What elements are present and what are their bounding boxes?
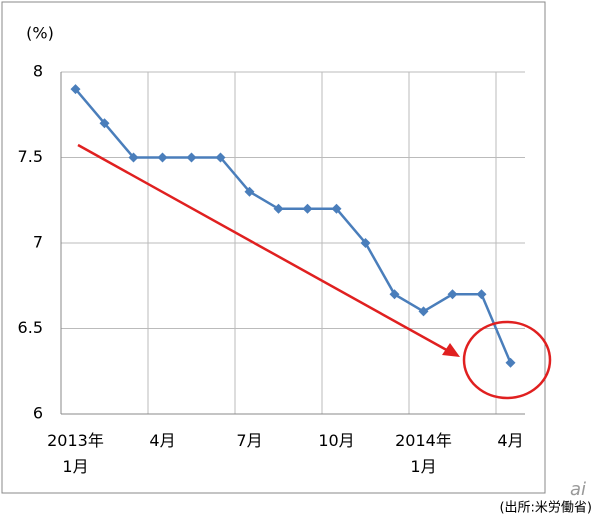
data-point — [331, 203, 342, 214]
x-tick-label: 4月 — [149, 431, 176, 450]
x-tick-label: 4月 — [497, 431, 524, 450]
data-point — [505, 357, 516, 368]
plot: 6 6.5 7 7.5 8 — [18, 62, 525, 423]
data-point — [99, 118, 110, 129]
source: (出所:米労働省) — [499, 501, 592, 516]
data-point — [157, 152, 168, 163]
series-line — [74, 88, 512, 364]
data-point — [215, 152, 226, 163]
highlight-circle — [462, 320, 552, 400]
data-point — [186, 152, 197, 163]
y-tick-label: 6 — [33, 404, 43, 423]
trend-arrow — [77, 143, 453, 355]
data-point — [360, 238, 371, 248]
data-point — [273, 203, 284, 214]
y-tick-label: 7.5 — [18, 147, 43, 166]
y-tick-label: 6.5 — [18, 318, 43, 337]
chart-frame — [1, 1, 546, 494]
data-point — [418, 306, 429, 317]
data-point — [302, 203, 313, 214]
y-axis-label: (%) — [26, 24, 54, 43]
data-point — [70, 84, 81, 95]
x-tick-label: 7月 — [236, 431, 263, 450]
x-tick-label: 2014年 1月 — [395, 431, 452, 476]
x-tick-label: 10月 — [318, 431, 355, 450]
y-tick-label: 7 — [33, 233, 43, 252]
data-point — [447, 289, 458, 300]
x-tick-label: 2013年 1月 — [47, 431, 104, 476]
arrow-head — [442, 343, 460, 357]
data-point — [389, 289, 400, 300]
data-point — [244, 186, 255, 197]
y-tick-label: 8 — [33, 62, 43, 81]
logo: ai — [570, 479, 586, 500]
data-point — [128, 152, 139, 163]
data-point — [476, 289, 487, 300]
